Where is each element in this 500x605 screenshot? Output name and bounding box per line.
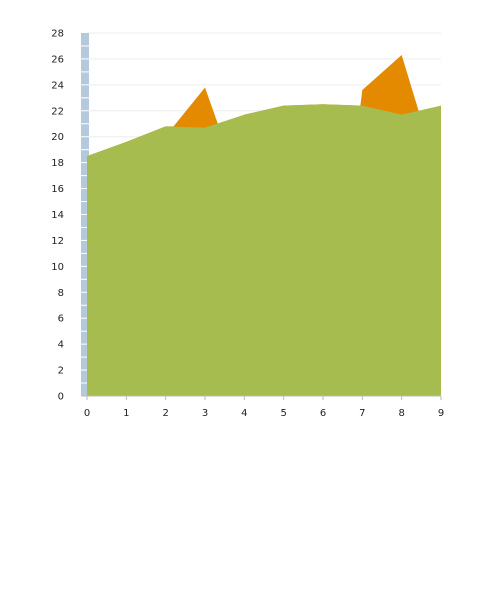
x-tick-label-8: 8 xyxy=(398,408,404,419)
y-tick-label-12: 12 xyxy=(51,236,64,247)
y-tick-label-18: 18 xyxy=(51,158,64,169)
y-tick-label-6: 6 xyxy=(58,314,64,325)
axes xyxy=(81,395,442,400)
x-tick-label-5: 5 xyxy=(280,408,286,419)
y-tick-label-8: 8 xyxy=(58,288,64,299)
x-tick-label-9: 9 xyxy=(438,408,444,419)
y-tick-label-22: 22 xyxy=(51,106,64,117)
y-tick-label-20: 20 xyxy=(51,132,64,143)
x-tick-label-6: 6 xyxy=(320,408,326,419)
x-tick-label-3: 3 xyxy=(202,408,208,419)
y-axis-strip xyxy=(81,33,89,396)
x-tick-label-2: 2 xyxy=(162,408,168,419)
y-tick-label-26: 26 xyxy=(51,54,64,65)
y-tick-label-14: 14 xyxy=(51,210,64,221)
y-tick-label-10: 10 xyxy=(51,262,64,273)
y-tick-label-24: 24 xyxy=(51,80,64,91)
x-tick-label-7: 7 xyxy=(359,408,365,419)
x-tick-label-0: 0 xyxy=(84,408,90,419)
x-tick-label-1: 1 xyxy=(123,408,129,419)
y-tick-label-28: 28 xyxy=(51,29,64,40)
y-tick-label-2: 2 xyxy=(58,366,64,377)
y-tick-label-0: 0 xyxy=(58,392,64,403)
y-tick-label-4: 4 xyxy=(58,340,64,351)
x-tick-label-4: 4 xyxy=(241,408,247,419)
y-tick-label-16: 16 xyxy=(51,184,64,195)
x-tick-labels: 0 1 2 3 4 5 6 7 8 9 xyxy=(84,408,444,419)
series-area-2 xyxy=(87,104,441,396)
series-areas xyxy=(87,55,441,397)
